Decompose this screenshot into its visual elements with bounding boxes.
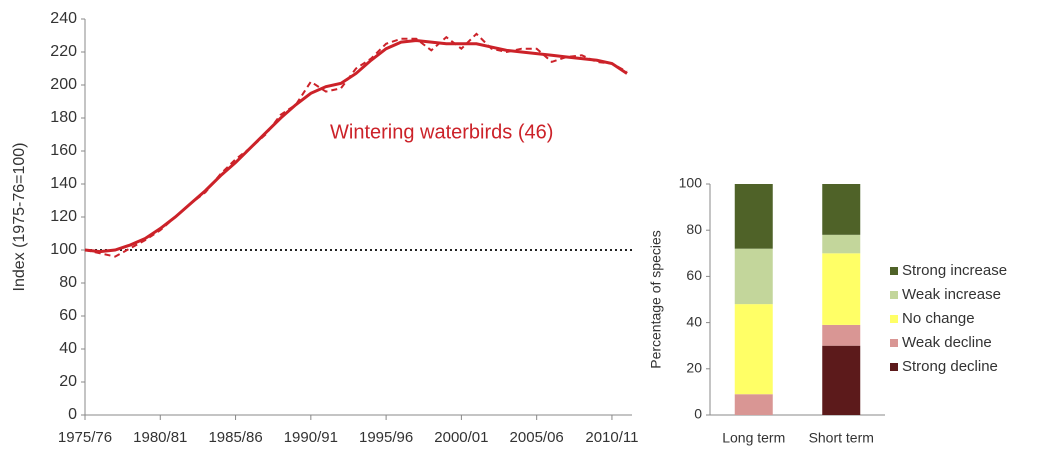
- bar-segment: [734, 184, 773, 249]
- x-tick-label: 1980/81: [133, 429, 187, 446]
- y-tick-label: 200: [50, 76, 77, 93]
- bar-segment: [822, 184, 861, 235]
- legend-label: Strong decline: [902, 358, 998, 375]
- bar-segment: [822, 234, 861, 254]
- y-tick-label: 40: [686, 313, 702, 329]
- bar-segment: [734, 394, 773, 415]
- x-tick-label: Long term: [722, 430, 785, 446]
- y-tick-label: 20: [59, 373, 77, 390]
- y-axis-label: Percentage of species: [648, 230, 664, 369]
- bar-segment: [822, 324, 861, 346]
- y-tick-label: 100: [50, 241, 77, 258]
- x-tick-label: 2005/06: [510, 429, 564, 446]
- bar-segment: [822, 253, 861, 325]
- y-tick-label: 240: [50, 10, 77, 27]
- y-tick-label: 80: [686, 221, 702, 237]
- y-tick-label: 60: [686, 267, 702, 283]
- y-tick-label: 120: [50, 208, 77, 225]
- y-axis-label: Index (1975-76=100): [11, 143, 28, 292]
- legend-swatch: [890, 315, 898, 323]
- x-tick-label: Short term: [809, 430, 874, 446]
- annotation: Wintering waterbirds (46): [330, 121, 553, 143]
- trend-line: [84, 38, 628, 254]
- x-tick-label: 1990/91: [284, 429, 338, 446]
- legend-label: No change: [902, 310, 975, 327]
- legend-swatch: [890, 363, 898, 371]
- y-tick-label: 80: [59, 274, 77, 291]
- y-tick-label: 220: [50, 43, 77, 60]
- legend-swatch: [890, 339, 898, 347]
- legend-label: Weak decline: [902, 334, 992, 351]
- x-tick-label: 2010/11: [585, 429, 638, 446]
- y-tick-label: 140: [50, 175, 77, 192]
- x-tick-label: 1995/96: [359, 429, 413, 446]
- y-tick-label: 60: [59, 307, 77, 324]
- y-tick-label: 0: [694, 406, 702, 422]
- bar-segment: [822, 345, 861, 415]
- y-tick-label: 0: [68, 406, 77, 423]
- bar-segment: [734, 248, 773, 305]
- x-tick-label: 1975/76: [58, 429, 112, 446]
- legend-label: Strong increase: [902, 262, 1007, 279]
- y-tick-label: 20: [686, 360, 702, 376]
- x-tick-label: 2000/01: [434, 429, 488, 446]
- x-tick-label: 1985/86: [208, 429, 262, 446]
- legend-swatch: [890, 291, 898, 299]
- legend-label: Weak increase: [902, 286, 1001, 303]
- bar-segment: [734, 304, 773, 395]
- y-tick-label: 40: [59, 340, 77, 357]
- y-tick-label: 100: [679, 175, 703, 191]
- y-tick-label: 160: [50, 142, 77, 159]
- legend-swatch: [890, 267, 898, 275]
- y-tick-label: 180: [50, 109, 77, 126]
